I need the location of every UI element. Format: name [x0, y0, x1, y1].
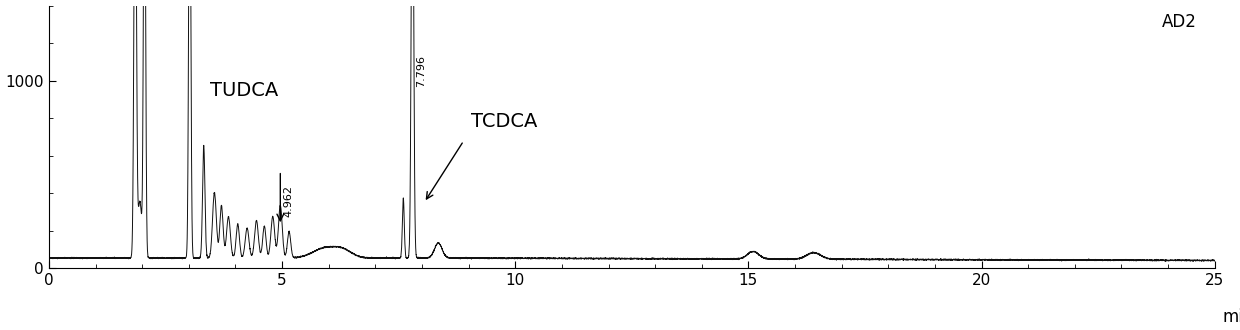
Text: 7.796: 7.796 — [415, 55, 425, 87]
Text: TCDCA: TCDCA — [471, 113, 537, 131]
X-axis label: min: min — [1223, 308, 1240, 326]
Text: 4.962: 4.962 — [283, 185, 293, 217]
Text: TUDCA: TUDCA — [211, 81, 279, 100]
Text: AD2: AD2 — [1162, 14, 1198, 31]
